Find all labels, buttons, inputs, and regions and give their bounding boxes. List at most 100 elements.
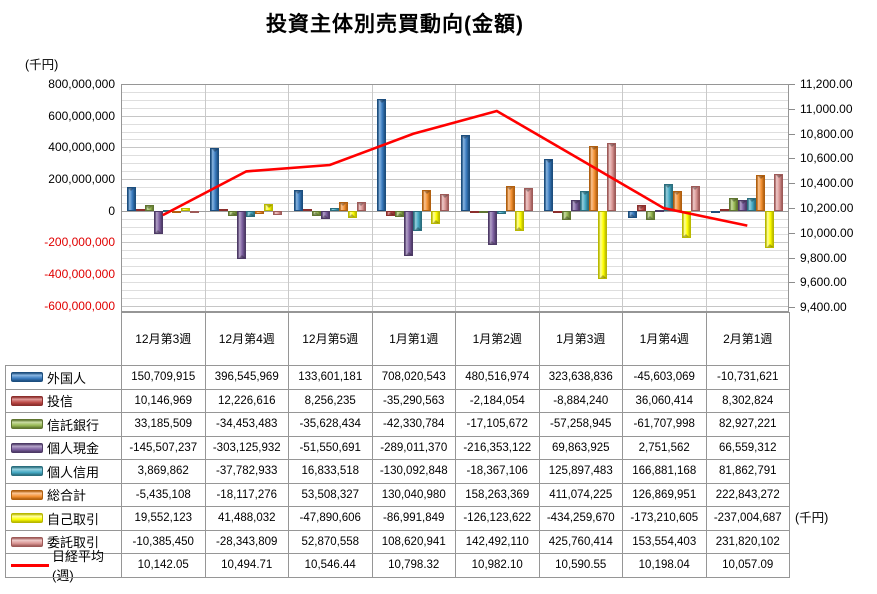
table-cell: -126,123,622 bbox=[455, 506, 539, 530]
table-right-edge bbox=[789, 312, 790, 577]
legend-bar-swatch bbox=[11, 442, 43, 453]
bar-bevel-notch bbox=[358, 203, 365, 207]
nikkei-line-chart bbox=[162, 109, 748, 227]
bar-自己取引 bbox=[598, 210, 608, 280]
table-cell: 12,226,616 bbox=[204, 388, 288, 412]
table-cell: 66,559,312 bbox=[705, 435, 789, 459]
table-cell: -42,330,784 bbox=[371, 412, 455, 436]
bar-投信 bbox=[135, 209, 145, 212]
table-cell: 130,040,980 bbox=[371, 482, 455, 506]
table-cell: 8,302,824 bbox=[705, 388, 789, 412]
bar-投信 bbox=[469, 210, 479, 213]
table-cell: 82,927,221 bbox=[705, 412, 789, 436]
bar-bevel-notch bbox=[739, 201, 746, 205]
bar-委託取引 bbox=[774, 174, 784, 211]
bar-外国人 bbox=[544, 159, 554, 211]
bar-自己取引 bbox=[514, 210, 524, 231]
table-cell: 150,709,915 bbox=[121, 365, 205, 389]
bar-bevel-notch bbox=[414, 227, 421, 231]
right-axis-tickmark bbox=[789, 282, 795, 284]
right-axis-tickmark bbox=[789, 84, 795, 85]
bar-信託銀行 bbox=[144, 205, 154, 211]
category-separator bbox=[204, 84, 206, 312]
table-cell: -86,991,849 bbox=[371, 506, 455, 530]
bar-総合計 bbox=[505, 185, 515, 211]
bar-外国人 bbox=[627, 210, 637, 218]
legend-line-swatch bbox=[11, 563, 49, 567]
bar-bevel-notch bbox=[322, 214, 329, 218]
bar-投信 bbox=[553, 210, 563, 213]
right-axis-tickmark bbox=[789, 183, 795, 185]
right-axis-tick-label: 9,600.00 bbox=[800, 275, 847, 290]
table-cell: -173,210,605 bbox=[622, 506, 706, 530]
table-bottom-edge bbox=[5, 576, 790, 578]
bar-bevel-notch bbox=[545, 160, 552, 164]
bar-bevel-notch bbox=[238, 254, 245, 258]
nikkei-line bbox=[162, 109, 748, 227]
legend-label: 委託取引 bbox=[47, 535, 100, 551]
bar-個人現金 bbox=[237, 210, 247, 259]
left-axis-unit-label: (千円) bbox=[25, 58, 59, 72]
bar-投信 bbox=[386, 210, 396, 217]
table-cell: -61,707,998 bbox=[622, 412, 706, 436]
table-cell: -289,011,370 bbox=[371, 435, 455, 459]
category-separator bbox=[288, 84, 289, 312]
bar-委託取引 bbox=[273, 210, 283, 216]
bar-総合計 bbox=[589, 145, 599, 211]
bar-個人現金 bbox=[571, 199, 581, 211]
table-cell: 19,552,123 bbox=[121, 506, 205, 530]
legend-label: 個人現金 bbox=[47, 441, 100, 457]
table-cell: 10,798.32 bbox=[371, 553, 455, 577]
legend-cell-信託銀行: 信託銀行 bbox=[5, 412, 121, 436]
bar-自己取引 bbox=[180, 207, 190, 211]
table-cell: -37,782,933 bbox=[204, 459, 288, 483]
left-axis-tick-label: 200,000,000 bbox=[48, 172, 115, 186]
table-cell: 81,862,791 bbox=[705, 459, 789, 483]
bar-bevel-notch bbox=[590, 146, 597, 150]
bar-委託取引 bbox=[690, 186, 700, 211]
table-cell: -10,385,450 bbox=[121, 529, 205, 553]
table-cell: 52,870,558 bbox=[288, 529, 372, 553]
bar-bevel-notch bbox=[572, 200, 579, 204]
bar-bevel-notch bbox=[462, 135, 469, 139]
right-axis-tick-label: 11,000.00 bbox=[800, 101, 853, 116]
table-cell: 231,820,102 bbox=[705, 529, 789, 553]
category-separator bbox=[371, 84, 373, 312]
bar-bevel-notch bbox=[378, 99, 385, 103]
table-cell: 480,516,974 bbox=[455, 365, 539, 389]
bar-委託取引 bbox=[523, 188, 533, 211]
bar-bevel-notch bbox=[229, 212, 236, 216]
legend-label: 投信 bbox=[47, 394, 74, 410]
legend-bar-swatch bbox=[11, 419, 43, 430]
table-cell: -10,731,621 bbox=[705, 365, 789, 389]
legend-cell-総合計: 総合計 bbox=[5, 482, 121, 506]
table-cell: -35,628,434 bbox=[288, 412, 372, 436]
left-axis-tick-label: 800,000,000 bbox=[48, 77, 115, 91]
bar-外国人 bbox=[210, 147, 220, 211]
bar-bevel-notch bbox=[295, 190, 302, 194]
table-cell: 133,601,181 bbox=[288, 365, 372, 389]
table-cell: 10,142.05 bbox=[121, 553, 205, 577]
table-cell: 53,508,327 bbox=[288, 482, 372, 506]
bar-bevel-notch bbox=[516, 226, 523, 230]
bar-個人信用 bbox=[246, 210, 256, 217]
week-header-cell: 12月第5週 bbox=[288, 312, 372, 365]
table-cell: -237,004,687 bbox=[705, 506, 789, 530]
legend-bar-swatch bbox=[11, 466, 43, 477]
bar-bevel-notch bbox=[128, 187, 135, 191]
category-separator bbox=[622, 84, 623, 312]
legend-cell-自己取引: 自己取引 bbox=[5, 506, 121, 530]
right-axis-tick-label: 10,000.00 bbox=[800, 225, 854, 240]
legend-bar-swatch bbox=[11, 372, 43, 383]
right-axis-tick-label: 11,200.00 bbox=[800, 77, 853, 91]
legend-bar-swatch bbox=[11, 489, 43, 500]
bar-個人現金 bbox=[153, 210, 163, 234]
table-cell: -35,290,563 bbox=[371, 388, 455, 412]
bar-bevel-notch bbox=[405, 252, 412, 256]
left-axis-tick-label: -200,000,000 bbox=[44, 235, 115, 250]
legend-cell-投信: 投信 bbox=[5, 388, 121, 412]
category-separator bbox=[705, 84, 707, 312]
bar-bevel-notch bbox=[313, 212, 320, 216]
bar-bevel-notch bbox=[757, 176, 764, 180]
table-cell: -18,367,106 bbox=[455, 459, 539, 483]
